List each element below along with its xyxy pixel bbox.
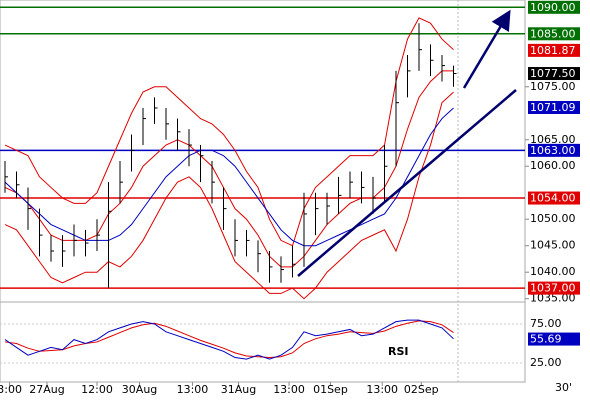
price-box bbox=[528, 43, 580, 57]
level-box bbox=[528, 27, 580, 41]
price-box-label: 1071.09 bbox=[530, 101, 576, 114]
rsi-signal bbox=[4, 320, 454, 359]
level-box bbox=[528, 0, 580, 14]
price-box bbox=[528, 100, 580, 114]
x-tick-label: 12:00 bbox=[81, 383, 113, 396]
y-tick-label: 1035.00 bbox=[530, 292, 576, 305]
y-tick-label: 1065.00 bbox=[530, 133, 576, 146]
price-box bbox=[528, 67, 580, 81]
trend-line bbox=[297, 89, 517, 277]
x-tick-label: 31Aug bbox=[221, 383, 256, 396]
rsi-label: RSI bbox=[388, 345, 409, 358]
trend-arrow bbox=[462, 9, 511, 89]
x-tick-label: 01Sep bbox=[313, 383, 348, 396]
y-tick-label: 1050.00 bbox=[530, 212, 576, 225]
x-tick-label: 3:00 bbox=[0, 383, 22, 396]
middle-band bbox=[4, 70, 454, 268]
y-tick-label: 1060.00 bbox=[530, 159, 576, 172]
x-tick-label: 13:00 bbox=[177, 383, 209, 396]
y-tick-label: 1075.00 bbox=[530, 80, 576, 93]
timeframe: 30' bbox=[555, 381, 572, 394]
level-box-label: 1090.00 bbox=[530, 1, 576, 14]
y-tick-label: 1040.00 bbox=[530, 265, 576, 278]
level-box-label: 1037.00 bbox=[530, 282, 576, 295]
level-box bbox=[528, 191, 580, 205]
level-box bbox=[528, 281, 580, 295]
upper-band bbox=[4, 17, 454, 247]
rsi-box-label: 55.69 bbox=[530, 333, 562, 346]
level-box-label: 1085.00 bbox=[530, 27, 576, 40]
price-box-label: 1077.50 bbox=[530, 67, 576, 80]
lower-band bbox=[4, 91, 454, 300]
price-box-label: 1081.87 bbox=[530, 44, 576, 57]
rsi-tick-label: 75.00 bbox=[530, 317, 562, 330]
x-tick-label: 27Aug bbox=[29, 383, 64, 396]
level-box-label: 1054.00 bbox=[530, 192, 576, 205]
x-tick-label: 02Sep bbox=[404, 383, 439, 396]
y-tick-label: 1045.00 bbox=[530, 239, 576, 252]
plot-frame bbox=[0, 0, 526, 383]
x-tick-label: 30Aug bbox=[122, 383, 157, 396]
rsi-line bbox=[4, 319, 454, 360]
level-box bbox=[528, 143, 580, 157]
moving-average bbox=[4, 107, 454, 247]
x-tick-label: 13:00 bbox=[366, 383, 398, 396]
x-tick-label: 13:00 bbox=[273, 383, 305, 396]
rsi-box bbox=[528, 332, 580, 346]
level-box-label: 1063.00 bbox=[530, 144, 576, 157]
rsi-tick-label: 25.00 bbox=[530, 356, 562, 369]
